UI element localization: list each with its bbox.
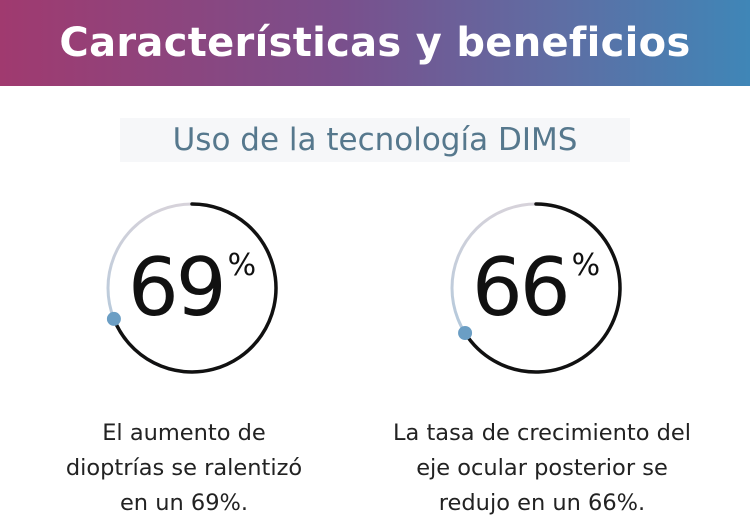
stat-value-1: 69 <box>127 241 227 334</box>
stat-ring-1: 69% <box>104 200 280 376</box>
caption-line: El aumento de <box>102 420 266 446</box>
stat-caption-1: El aumento de dioptrías se ralentizó en … <box>24 416 344 521</box>
ring-progress-arc <box>463 202 622 374</box>
caption-line: en un 69%. <box>119 490 249 516</box>
header-title: Características y beneficios <box>59 20 691 66</box>
progress-ring-2 <box>450 202 622 374</box>
caption-line: dioptrías se ralentizó <box>65 455 303 481</box>
caption-line: eje ocular posterior se <box>416 455 668 481</box>
stat-percent-sign-2: % <box>571 248 601 283</box>
stat-number-1: 69% <box>104 200 280 376</box>
caption-line: redujo en un 66%. <box>438 490 646 516</box>
stat-ring-2: 66% <box>448 200 624 376</box>
stat-caption-2: La tasa de crecimiento del eje ocular po… <box>382 416 702 521</box>
caption-line: La tasa de crecimiento del <box>392 420 691 446</box>
ring-end-dot <box>106 311 121 326</box>
subtitle: Uso de la tecnología DIMS <box>172 122 578 158</box>
progress-ring-1 <box>106 202 278 374</box>
subtitle-band: Uso de la tecnología DIMS <box>120 118 630 162</box>
header-banner: Características y beneficios <box>0 0 750 86</box>
stat-value-2: 66 <box>471 241 571 334</box>
ring-progress-arc <box>112 202 278 374</box>
stat-number-2: 66% <box>448 200 624 376</box>
ring-end-dot <box>458 326 473 341</box>
stat-percent-sign-1: % <box>227 248 257 283</box>
